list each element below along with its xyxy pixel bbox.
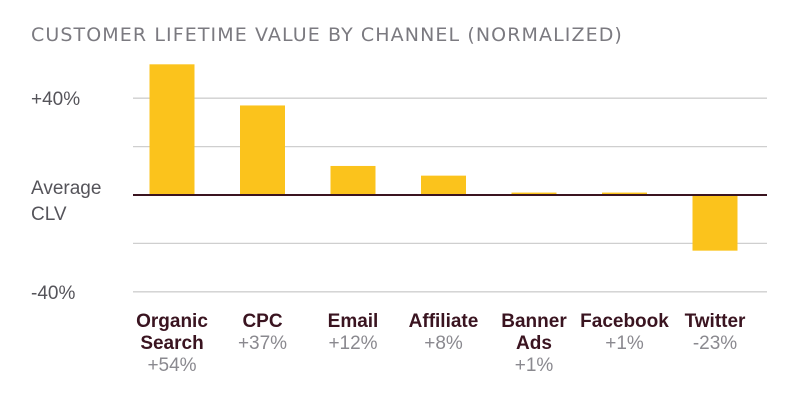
bar [602,192,647,195]
category-label: Twitter [685,311,746,332]
bar [421,175,466,195]
value-label: -23% [693,333,737,354]
value-label: +1% [605,333,644,354]
y-tick-label: +40% [31,89,80,110]
gridlines [133,97,767,293]
value-label: +1% [515,355,554,376]
value-label: +8% [424,333,463,354]
chart-title: CUSTOMER LIFETIME VALUE BY CHANNEL (NORM… [31,24,623,46]
value-label: +54% [147,355,196,376]
category-label: Search [140,333,203,354]
baseline-label: CLV [31,204,67,225]
category-label: Ads [516,333,552,354]
category-label: Facebook [580,311,669,332]
bar [240,105,285,195]
bars [149,64,738,251]
y-tick-label: -40% [31,283,75,304]
bar [330,165,376,195]
category-label: Banner [501,311,567,332]
bar [149,64,195,195]
bar [511,192,557,195]
value-label: +37% [238,333,287,354]
y-axis-labels: +40% -40% Average CLV [31,89,101,304]
bar [692,195,738,251]
category-label: CPC [242,311,282,332]
baseline-label: Average [31,178,101,199]
category-label: Affiliate [409,311,479,332]
category-label: Email [328,311,379,332]
value-label: +12% [328,333,377,354]
category-label: Organic [136,311,208,332]
